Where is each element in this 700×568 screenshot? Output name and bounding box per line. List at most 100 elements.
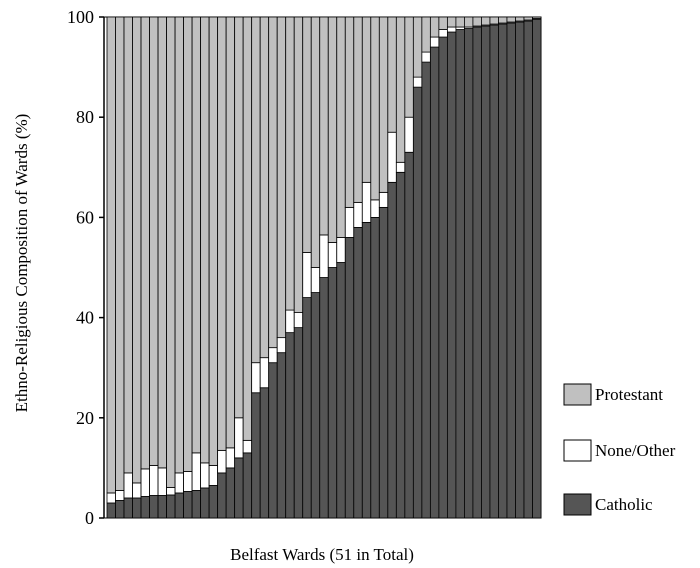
bar-none-other-14	[217, 449, 227, 474]
legend-swatch-none-other	[563, 439, 592, 462]
bar-none-other-34	[387, 131, 397, 183]
bar-catholic-21	[276, 352, 287, 519]
bar-none-other-23	[293, 312, 304, 329]
bar-none-other-36	[404, 116, 414, 153]
bar-catholic-40	[438, 36, 448, 519]
bar-protestant-8	[166, 16, 176, 488]
bar-protestant-1	[106, 16, 116, 494]
bar-protestant-48	[506, 16, 516, 23]
bar-protestant-11	[191, 16, 202, 454]
bar-catholic-10	[183, 491, 193, 519]
bar-protestant-14	[217, 16, 227, 451]
bar-protestant-40	[438, 16, 448, 30]
bar-none-other-22	[285, 309, 295, 334]
bar-protestant-44	[472, 16, 482, 27]
bar-catholic-36	[404, 151, 414, 519]
bar-protestant-7	[157, 16, 167, 469]
bar-catholic-26	[319, 277, 329, 519]
bars	[106, 16, 542, 519]
bar-protestant-10	[183, 16, 193, 472]
bar-protestant-21	[276, 16, 287, 339]
bar-none-other-38	[421, 51, 431, 63]
bar-none-other-13	[208, 464, 219, 486]
bar-catholic-38	[421, 61, 431, 519]
bar-catholic-5	[140, 496, 150, 519]
bar-catholic-23	[293, 327, 304, 519]
bar-none-other-41	[446, 26, 457, 33]
bar-none-other-18	[251, 362, 261, 394]
bar-catholic-7	[157, 495, 167, 519]
y-axis-ticks: 0 20 40 60 80 100	[67, 7, 104, 528]
bar-protestant-15	[225, 16, 236, 449]
bar-catholic-22	[285, 332, 295, 519]
bar-catholic-32	[370, 216, 380, 519]
bar-none-other-19	[259, 357, 270, 389]
bar-protestant-38	[421, 16, 431, 53]
bar-none-other-6	[149, 464, 159, 496]
bar-none-other-5	[140, 468, 150, 497]
bar-catholic-51	[532, 19, 542, 519]
bar-none-other-3	[123, 472, 133, 499]
legend-label-catholic: Catholic	[595, 495, 653, 514]
bar-protestant-23	[293, 16, 304, 313]
x-axis-label: Belfast Wards (51 in Total)	[230, 545, 414, 564]
bar-none-other-21	[276, 337, 287, 354]
legend-swatch-catholic	[563, 493, 592, 516]
bar-protestant-4	[132, 16, 142, 484]
bar-protestant-13	[208, 16, 219, 466]
bar-catholic-4	[132, 497, 142, 519]
bar-none-other-12	[200, 462, 210, 489]
bar-catholic-45	[481, 25, 491, 519]
bar-none-other-20	[268, 347, 278, 364]
bar-protestant-35	[395, 16, 406, 163]
bar-catholic-47	[498, 23, 508, 519]
bar-protestant-39	[429, 16, 440, 38]
bar-none-other-25	[310, 267, 321, 293]
bar-protestant-28	[336, 16, 346, 238]
bar-protestant-42	[455, 16, 465, 28]
bar-none-other-1	[106, 492, 116, 504]
bar-none-other-24	[302, 252, 312, 298]
legend-label-protestant: Protestant	[595, 385, 663, 404]
legend-swatch-protestant	[563, 383, 592, 406]
bar-protestant-9	[174, 16, 184, 474]
legend: Protestant None/Other Catholic	[563, 383, 676, 516]
bar-protestant-19	[259, 16, 270, 359]
y-tick-label-20: 20	[76, 408, 94, 428]
bar-catholic-27	[327, 267, 338, 519]
bar-none-other-33	[378, 191, 389, 208]
bar-none-other-26	[319, 234, 329, 278]
bar-protestant-34	[387, 16, 397, 133]
bar-protestant-25	[310, 16, 321, 268]
bar-catholic-13	[208, 485, 219, 519]
bar-protestant-51	[532, 16, 542, 19]
bar-catholic-39	[429, 46, 440, 519]
bar-protestant-30	[353, 16, 363, 203]
bar-protestant-47	[498, 16, 508, 24]
bar-catholic-42	[455, 29, 465, 519]
bar-catholic-20	[268, 362, 278, 519]
bar-none-other-11	[191, 452, 202, 491]
bar-catholic-18	[251, 392, 261, 519]
bar-protestant-24	[302, 16, 312, 253]
bar-none-other-39	[429, 36, 440, 48]
bar-none-other-10	[183, 471, 193, 492]
bar-none-other-37	[412, 76, 423, 88]
bar-none-other-9	[174, 472, 184, 494]
bar-protestant-12	[200, 16, 210, 464]
bar-protestant-5	[140, 16, 150, 470]
y-tick-label-80: 80	[76, 107, 94, 127]
bar-catholic-28	[336, 262, 346, 519]
bar-protestant-43	[464, 16, 474, 28]
bar-catholic-2	[115, 500, 125, 519]
bar-protestant-3	[123, 16, 133, 474]
bar-catholic-6	[149, 495, 159, 519]
bar-protestant-6	[149, 16, 159, 466]
bar-none-other-35	[395, 161, 406, 173]
bar-protestant-49	[515, 16, 525, 22]
bar-protestant-41	[446, 16, 457, 28]
bar-none-other-30	[353, 201, 363, 228]
bar-protestant-46	[489, 16, 499, 25]
bar-protestant-2	[115, 16, 125, 491]
